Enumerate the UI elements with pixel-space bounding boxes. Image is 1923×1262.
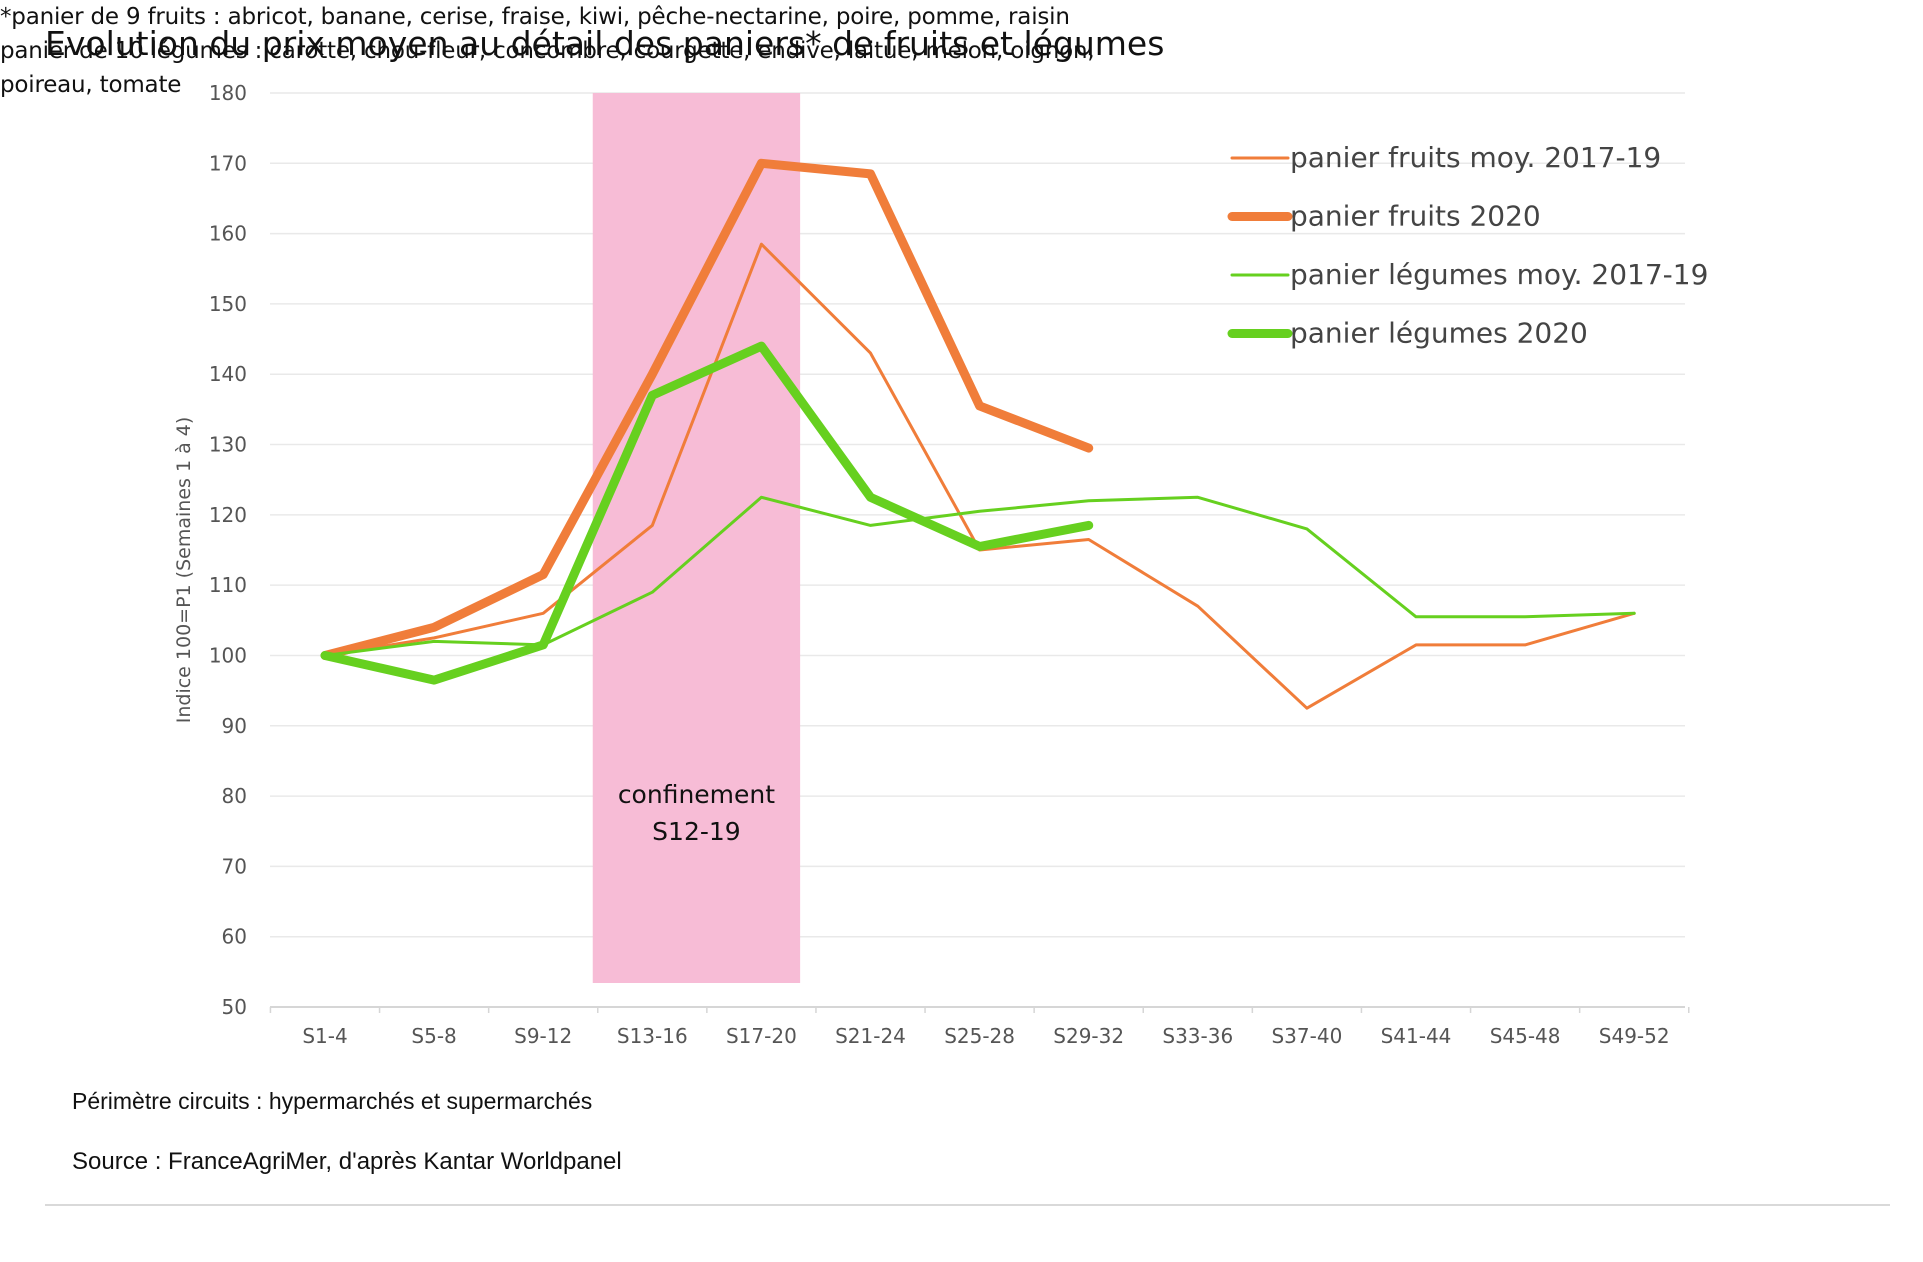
y-tick-label: 90 [222,714,247,738]
x-tick-label: S33-36 [1162,1024,1233,1048]
y-tick-label: 140 [209,362,247,386]
y-tick-label: 100 [209,643,247,667]
legend-label: panier fruits 2020 [1290,200,1541,233]
legend-item: panier légumes 2020 [1227,317,1588,350]
series-line [323,242,1636,710]
x-tick-label: S25-28 [944,1024,1015,1048]
legend-item: panier fruits 2020 [1227,200,1541,233]
x-tick-label: S41-44 [1381,1024,1452,1048]
confinement-label: confinement [618,780,775,809]
x-tick-label: S1-4 [302,1024,347,1048]
x-tick-label: S17-20 [726,1024,797,1048]
x-tick-label: S9-12 [514,1024,572,1048]
y-tick-label: 50 [222,995,247,1019]
x-tick-label: S45-48 [1490,1024,1561,1048]
x-tick-label: S5-8 [411,1024,456,1048]
x-tick-label: S37-40 [1271,1024,1342,1048]
y-tick-label: 70 [222,854,247,878]
y-tick-label: 80 [222,784,247,808]
confinement-highlight: confinement S12-19 [592,93,801,983]
y-axis-ticks: 50 60 70 80 90 100 110 120 130 140 150 160 170 180 [209,81,247,1019]
legend-label: panier fruits moy. 2017-19 [1290,141,1661,174]
legend-item: panier fruits moy. 2017-19 [1230,141,1661,174]
confinement-label: S12-19 [652,817,741,846]
y-tick-label: 160 [209,222,247,246]
series-line [320,158,1094,660]
legend-label: panier légumes 2020 [1290,317,1588,350]
x-axis-ticks: S1-4 S5-8 S9-12 S13-16 S17-20 S21-24 S25-28 S29… [302,1024,1669,1048]
footnote-line: *panier de 9 fruits : abricot, banane, c… [0,4,1070,30]
y-tick-label: 170 [209,151,247,175]
y-tick-label: 60 [222,925,247,949]
x-tick-label: S13-16 [617,1024,688,1048]
chart-title: Evolution du prix moyen au détail des pa… [45,24,1165,63]
y-tick-label: 130 [209,433,247,457]
y-tick-label: 110 [209,573,247,597]
y-tick-label: 120 [209,503,247,527]
legend-label: panier légumes moy. 2017-19 [1290,258,1708,291]
basket-footnote: *panier de 9 fruits : abricot, banane, c… [0,0,1923,102]
y-tick-label: 150 [209,292,247,316]
legend-item: panier légumes moy. 2017-19 [1230,258,1708,291]
legend: panier fruits moy. 2017-19 panier fruits … [1227,141,1708,350]
series-line [323,495,1636,657]
confinement-band [592,93,801,983]
series-lines [320,158,1636,710]
y-tick-label: 180 [209,81,247,105]
source-note: Source : FranceAgriMer, d'après Kantar W… [72,1148,622,1175]
gridlines [269,92,1690,1013]
series-line [320,341,1094,685]
perimeter-note: Périmètre circuits : hypermarchés et sup… [72,1088,593,1114]
footnote-line: poireau, tomate [0,72,182,98]
x-tick-label: S49-52 [1599,1024,1670,1048]
x-tick-label: S21-24 [835,1024,906,1048]
footnote-line: panier de 10 légumes : carotte, chou-fle… [0,38,1095,64]
y-axis-label: Indice 100=P1 (Semaines 1 à 4) [173,417,195,724]
bottom-divider [45,1204,1890,1206]
x-tick-label: S29-32 [1053,1024,1124,1048]
